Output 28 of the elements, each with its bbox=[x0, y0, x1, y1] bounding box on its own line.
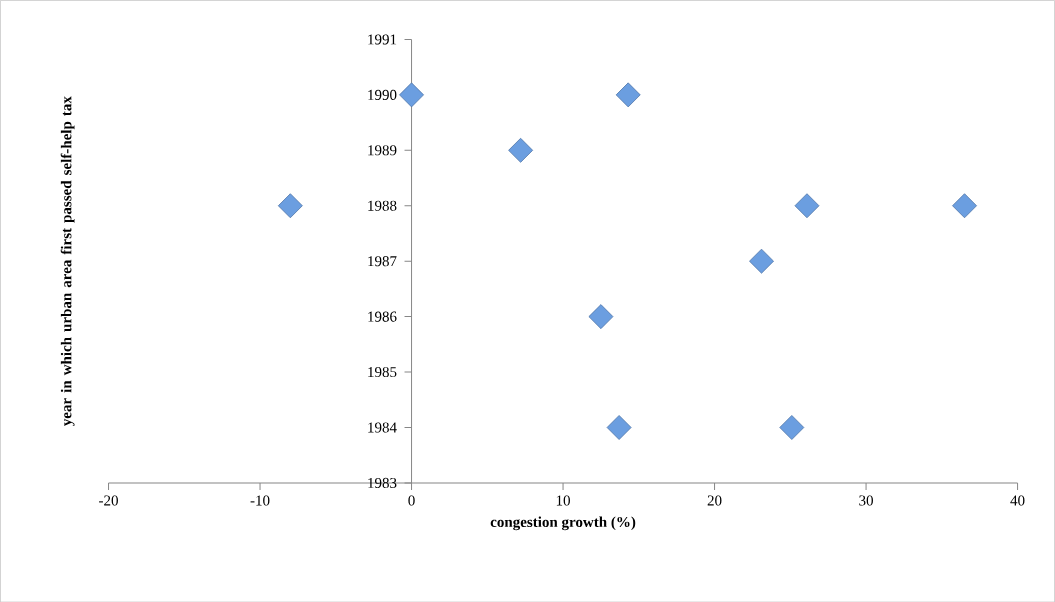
point bbox=[615, 82, 641, 108]
x-tick-label: 30 bbox=[859, 495, 873, 506]
point bbox=[508, 137, 534, 163]
y-tick-label: 1990 bbox=[368, 89, 397, 100]
y-tick-label: 1983 bbox=[368, 477, 397, 488]
x-tick-label: -20 bbox=[99, 495, 118, 506]
x-axis-title: congestion growth (%) bbox=[490, 516, 636, 530]
point bbox=[588, 303, 614, 329]
point bbox=[606, 414, 632, 440]
point bbox=[779, 414, 805, 440]
y-tick-label: 1984 bbox=[368, 422, 397, 433]
y-tick-label: 1987 bbox=[368, 255, 397, 267]
point bbox=[277, 193, 303, 218]
x-tick-label: 20 bbox=[707, 495, 722, 506]
x-tick-label: -10 bbox=[250, 495, 270, 506]
y-tick-label: 1989 bbox=[368, 145, 397, 156]
x-tick-label: 10 bbox=[556, 495, 570, 506]
y-tick-label: 1986 bbox=[368, 311, 397, 322]
point bbox=[749, 248, 774, 274]
x-tick-label: 40 bbox=[1010, 495, 1025, 506]
y-tick-label: 1985 bbox=[368, 366, 397, 377]
y-tick-label: 1988 bbox=[368, 200, 397, 211]
y-axis-title: year in which urban area first passed self-help tax bbox=[60, 95, 75, 426]
point bbox=[794, 193, 820, 218]
point bbox=[399, 82, 424, 108]
y-tick-label: 1991 bbox=[368, 34, 397, 45]
point bbox=[952, 193, 977, 218]
x-tick-label: 0 bbox=[408, 495, 415, 506]
